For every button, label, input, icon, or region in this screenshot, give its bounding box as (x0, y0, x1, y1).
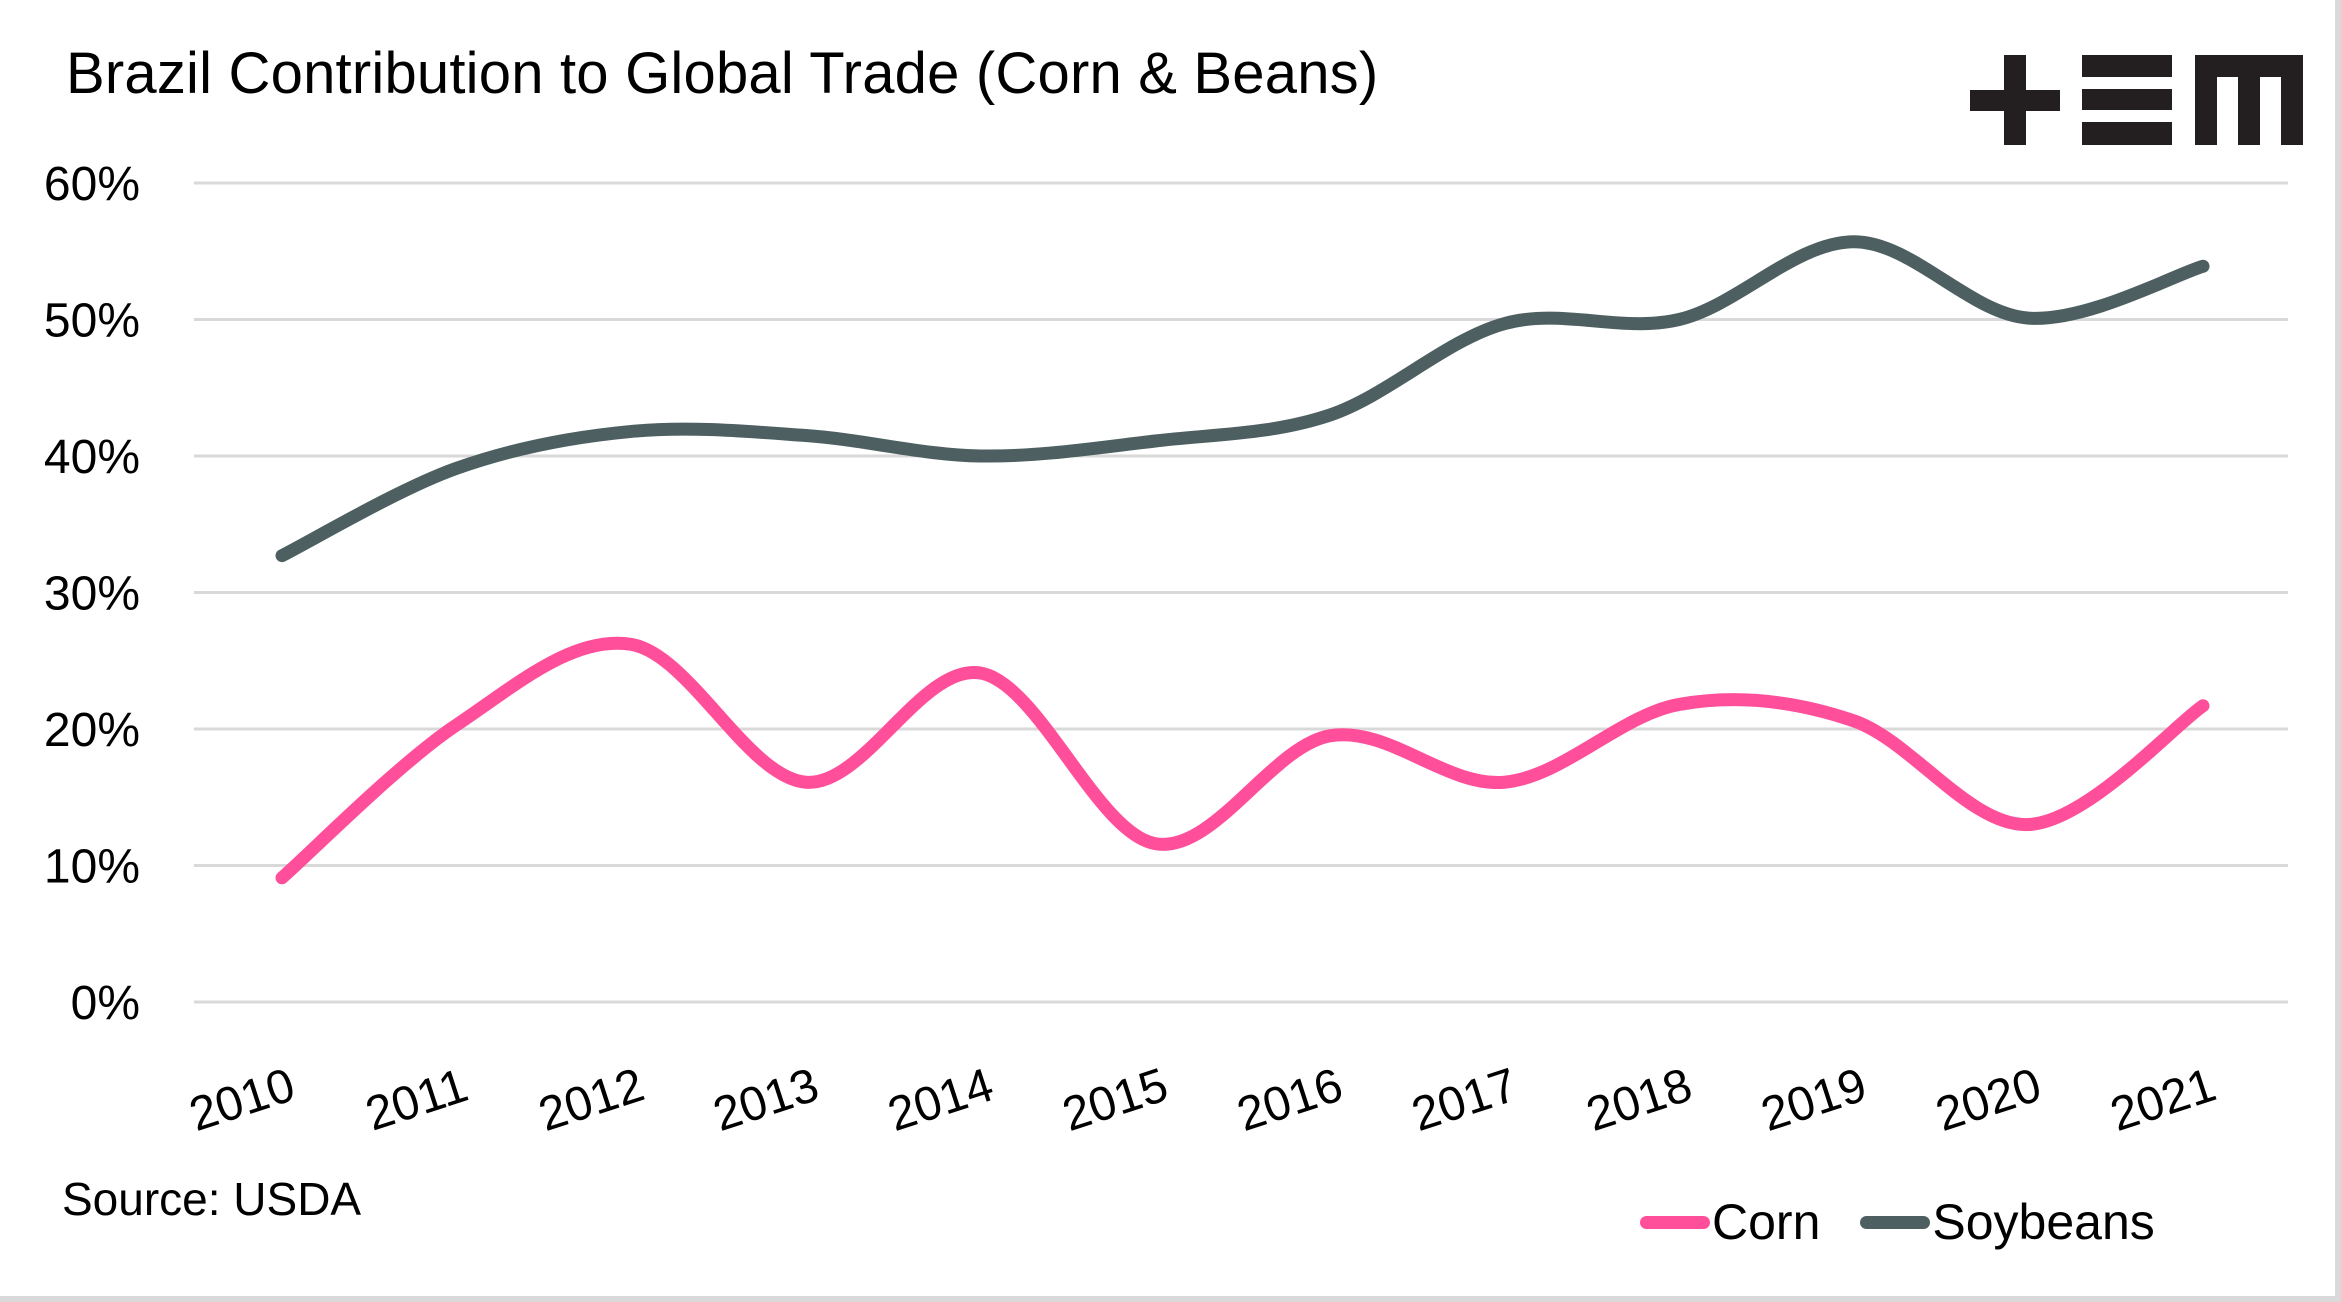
series-lines (275, 235, 2210, 885)
logo-bar-middle (2082, 89, 2172, 110)
y-tick-label: 20% (44, 704, 140, 757)
x-axis-ticks: 2010 2011 2012 2013 2014 2015 2016 2017 2018 2019… (183, 1059, 2222, 1142)
legend-item-corn[interactable]: Corn (1640, 1193, 1820, 1251)
y-tick-label: 50% (44, 295, 140, 348)
x-tick-label: 2015 (1056, 1059, 1174, 1142)
legend-label-soybeans: Soybeans (1932, 1194, 2155, 1250)
series-line-corn (275, 636, 2210, 885)
logo-bar-bottom (2082, 122, 2172, 145)
x-tick-label: 2020 (1930, 1059, 2048, 1142)
x-tick-label: 2014 (882, 1059, 1000, 1142)
logo-plus-horizontal (1970, 90, 2060, 111)
legend-swatch-soybeans (1860, 1215, 1931, 1229)
legend: Corn Soybeans (1640, 1192, 2195, 1252)
logo-m (2195, 55, 2303, 145)
legend-item-soybeans[interactable]: Soybeans (1860, 1193, 2155, 1251)
x-tick-label: 2012 (533, 1059, 651, 1142)
x-tick-label: 2021 (2104, 1059, 2222, 1142)
series-line-soybeans (275, 235, 2210, 563)
x-tick-label: 2013 (707, 1059, 825, 1142)
y-axis-ticks: 0% 10% 20% 30% 40% 50% 60% (44, 158, 140, 1030)
y-tick-label: 30% (44, 568, 140, 621)
x-tick-label: 2019 (1755, 1059, 1873, 1142)
x-tick-label: 2011 (360, 1059, 475, 1141)
legend-swatch-corn (1640, 1215, 1710, 1229)
x-tick-label: 2018 (1580, 1059, 1698, 1142)
tem-logo (1970, 55, 2303, 145)
x-tick-label: 2010 (183, 1059, 301, 1142)
x-tick-label: 2016 (1231, 1059, 1349, 1142)
y-tick-label: 60% (44, 158, 140, 211)
legend-label-corn: Corn (1712, 1194, 1821, 1250)
gridlines (194, 181, 2288, 1004)
chart-title: Brazil Contribution to Global Trade (Cor… (66, 41, 1379, 106)
source-note: Source: USDA (62, 1173, 362, 1225)
x-tick-label: 2017 (1406, 1059, 1524, 1142)
y-tick-label: 10% (44, 841, 140, 894)
logo-bar-top (2082, 55, 2172, 77)
y-tick-label: 0% (71, 977, 140, 1030)
y-tick-label: 40% (44, 431, 140, 484)
